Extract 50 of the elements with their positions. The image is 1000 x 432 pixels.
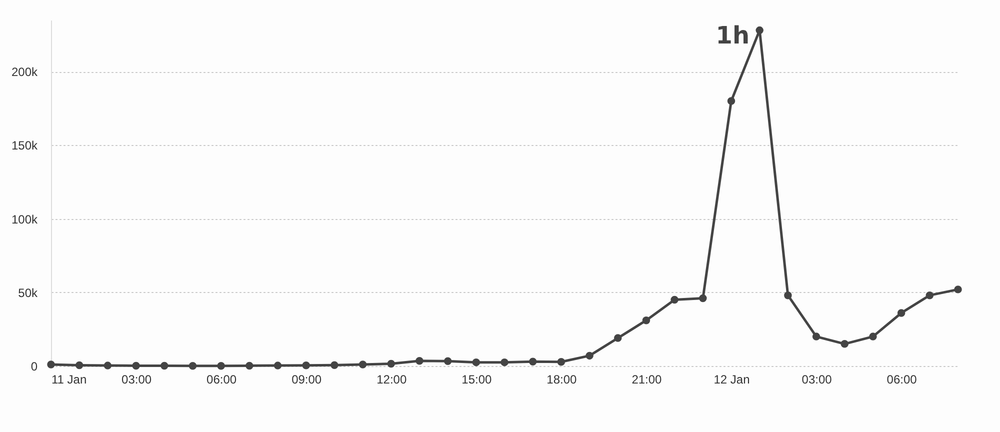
point: [47, 360, 55, 368]
point: [954, 286, 962, 294]
annotation: 1h: [716, 21, 750, 50]
point: [104, 362, 112, 370]
x-tick-label: 03:00: [802, 372, 832, 386]
x-tick-label: 18:00: [546, 372, 578, 386]
point: [699, 294, 707, 302]
point: [897, 309, 906, 317]
point: [416, 356, 424, 365]
point: [444, 357, 452, 366]
x-tick-label: 15:00: [462, 372, 492, 386]
point: [75, 361, 84, 370]
point: [330, 361, 338, 369]
y-tick-label: 150k: [11, 138, 38, 153]
x-tick-label: 12:00: [376, 372, 407, 386]
point: [274, 362, 282, 370]
point: [670, 296, 678, 304]
x-tick-label: 03:00: [122, 372, 152, 386]
point: [812, 332, 820, 340]
point: [528, 358, 537, 366]
x-tick-label: 06:00: [206, 372, 237, 386]
point: [132, 362, 140, 370]
point: [188, 362, 197, 370]
point: [217, 362, 225, 370]
point: [926, 291, 934, 300]
point: [500, 358, 508, 366]
point: [586, 352, 594, 360]
point: [642, 316, 650, 324]
point: [869, 332, 877, 340]
x-tick-label: 21:00: [632, 372, 662, 386]
y-tick-label: 0: [30, 360, 38, 374]
point: [784, 291, 792, 300]
x-tick-label: 12 Jan: [714, 372, 750, 386]
point: [160, 362, 168, 370]
point: [727, 97, 736, 105]
y-tick-label: 100k: [11, 212, 38, 226]
point: [246, 362, 254, 370]
y-tick-label: 50k: [18, 286, 38, 300]
point: [302, 362, 310, 370]
point: [358, 360, 367, 368]
x-tick-label: 06:00: [886, 372, 918, 386]
point: [472, 358, 480, 366]
y-tick-label: 200k: [11, 65, 38, 80]
x-tick-label: 09:00: [292, 372, 322, 386]
point: [614, 334, 622, 342]
point: [840, 340, 848, 348]
x-tick-label: 11 Jan: [52, 372, 87, 386]
point: [387, 360, 395, 368]
point: [557, 358, 566, 366]
point: [756, 26, 764, 34]
